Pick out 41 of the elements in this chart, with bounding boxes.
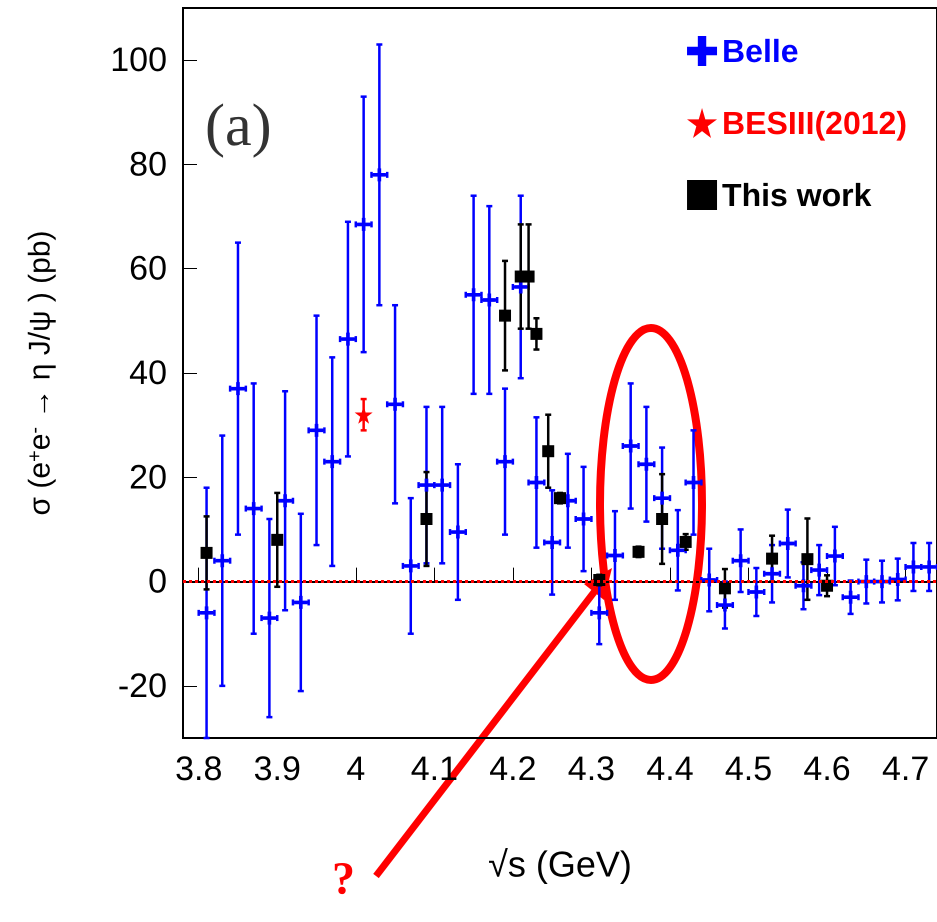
- point: [801, 553, 814, 566]
- x-tick-label: 3.8: [175, 750, 222, 788]
- x-axis-title: √s (GeV): [488, 844, 632, 884]
- x-tick-label: 4.1: [410, 750, 458, 788]
- x-tick-label: 4: [346, 750, 366, 788]
- point: [656, 513, 668, 525]
- x-tick-label: 4.4: [646, 750, 694, 788]
- y-tick-label: 40: [129, 354, 167, 392]
- x-tick-label: 4.7: [882, 750, 930, 788]
- point: [718, 582, 731, 594]
- text: ?: [332, 852, 355, 904]
- point: [687, 476, 700, 489]
- point: [766, 552, 778, 565]
- x-tick-label: 4.3: [568, 750, 616, 788]
- point: [420, 513, 432, 525]
- annotation: (a): [205, 92, 272, 158]
- point: [271, 534, 284, 546]
- point: [200, 546, 213, 559]
- legend-label: Belle: [722, 33, 799, 69]
- x-tick-label: 3.9: [254, 750, 301, 788]
- legend-label: This work: [722, 177, 872, 213]
- point: [680, 536, 692, 548]
- y-tick-label: -20: [118, 666, 167, 705]
- point: [608, 549, 622, 562]
- point: [577, 512, 590, 526]
- y-tick-label: 60: [129, 250, 167, 288]
- x-tick-label: 4.5: [724, 750, 772, 788]
- point: [542, 445, 554, 458]
- x-tick-label: 4.2: [489, 750, 537, 788]
- point: [522, 270, 535, 283]
- x-tick-label: 4.6: [803, 750, 851, 788]
- y-tick-label: 100: [110, 41, 167, 80]
- point: [499, 310, 512, 322]
- y-tick-label: 20: [129, 458, 167, 496]
- y-tick-label: 80: [129, 145, 167, 184]
- legend-label: BESIII(2012): [722, 105, 907, 141]
- point: [718, 598, 732, 612]
- y-axis-title: σ (e+e- → η J/ψ ) (pb): [24, 230, 56, 516]
- y-tick-label: 0: [148, 562, 167, 601]
- point: [530, 328, 542, 340]
- point: [530, 476, 543, 489]
